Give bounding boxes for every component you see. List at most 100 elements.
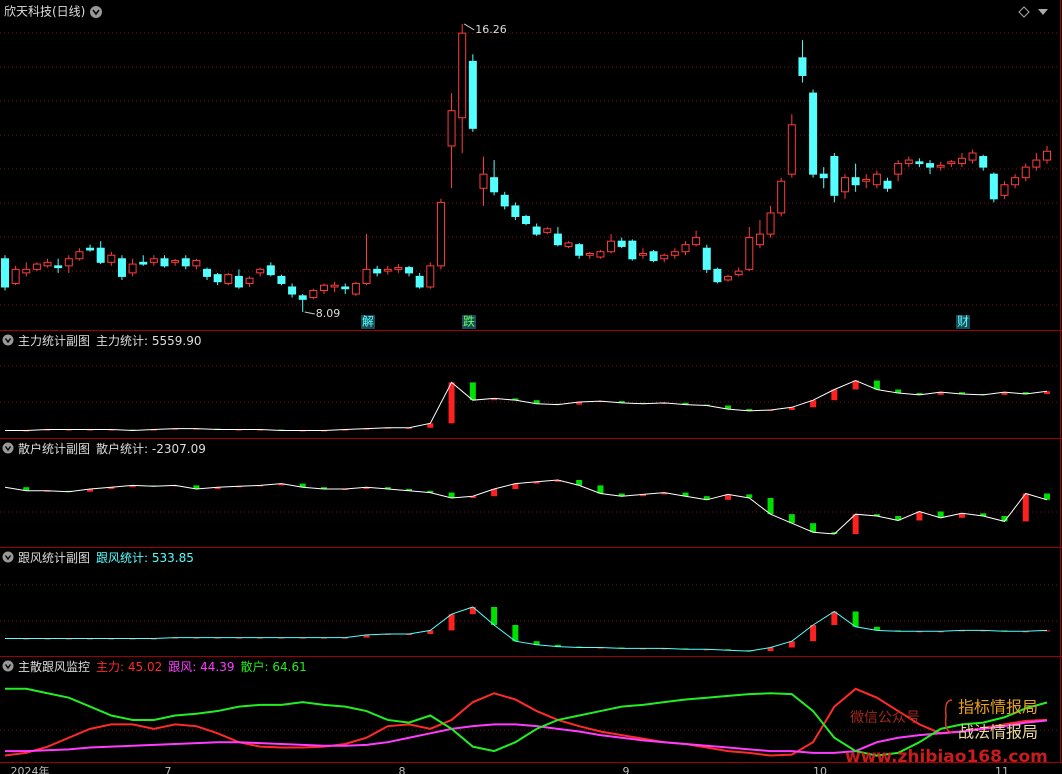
header-part: 跟风统计副图 <box>18 551 90 565</box>
low-annotation: 8.09 <box>316 307 341 320</box>
change-bar <box>767 647 774 652</box>
change-bar <box>852 380 859 390</box>
candle-body <box>681 244 690 253</box>
event-marker: 财 <box>957 315 969 329</box>
header-part: 主力统计 <box>96 334 144 348</box>
candle-body <box>213 274 222 283</box>
series-line <box>5 687 1048 757</box>
candle-body <box>872 173 881 186</box>
candle-body <box>553 233 562 246</box>
line <box>4 479 1048 535</box>
change-bar <box>916 393 923 395</box>
annotation-arrow <box>463 23 475 31</box>
candle-body <box>777 180 786 214</box>
candle-body <box>245 277 254 284</box>
event-marker: 跌 <box>463 314 475 329</box>
candle-body <box>819 173 828 179</box>
candle-body <box>809 92 818 175</box>
header-icon-arrow <box>4 338 12 344</box>
panel-header-text: 主散跟风监控 主力: 45.02 跟风: 44.39 散户: 64.61 <box>18 659 307 674</box>
candle-body <box>989 173 998 200</box>
candle-body <box>564 242 573 247</box>
change-bar <box>193 485 200 489</box>
x-tick-label: 11 <box>995 765 1009 774</box>
candle-body <box>373 268 382 274</box>
change-bar <box>448 492 455 498</box>
plots: 16.26 8.09 解 跌 财 2024年 7 8 9 10 11 主力统计副图 主力统计: 5559… <box>1 23 1051 774</box>
change-bar <box>703 496 710 500</box>
grid <box>0 32 1060 731</box>
change-bar <box>831 532 838 534</box>
change-bar <box>299 483 306 488</box>
candle-body <box>787 124 796 175</box>
candle-body <box>277 275 286 284</box>
panel-header[interactable]: 主散跟风监控 主力: 45.02 跟风: 44.39 散户: 64.61 <box>2 659 307 674</box>
candle-body <box>830 156 839 196</box>
event-marker-bg <box>361 315 375 329</box>
panel-header[interactable]: 主力统计副图 主力统计: 5559.90 <box>2 334 202 348</box>
candle-body <box>458 32 467 119</box>
change-bar <box>129 485 136 488</box>
candle-body <box>341 286 350 290</box>
watermark-text: 指标情报局 <box>958 698 1038 717</box>
x-tick-label: 2024年 <box>11 764 50 774</box>
watermark-text: 战法情报局 <box>958 723 1038 742</box>
change-bar <box>788 514 795 524</box>
window-icons[interactable] <box>1018 6 1048 18</box>
change-bar <box>1001 516 1008 522</box>
change-bar <box>831 611 838 625</box>
watermark-brace <box>944 699 953 733</box>
change-bar <box>491 398 498 401</box>
header-part: : 5559.90 <box>144 334 201 348</box>
change-bar <box>278 483 285 486</box>
candle-body <box>660 254 669 260</box>
candle-body <box>968 152 977 161</box>
line <box>5 380 1048 431</box>
panel-header[interactable]: 散户统计副图 散户统计: -2307.09 <box>2 441 206 456</box>
change-bar <box>958 392 965 394</box>
title-icon[interactable] <box>90 6 102 18</box>
header-part: : 64.61 <box>265 660 307 674</box>
candle-body <box>43 261 52 267</box>
candle-body <box>436 201 445 267</box>
change-bar <box>554 480 561 482</box>
candle-body <box>362 268 371 284</box>
candle-body <box>383 268 392 272</box>
candle-body <box>1 258 9 288</box>
candle-body <box>447 110 456 147</box>
change-bar <box>554 644 561 647</box>
candle-body <box>288 286 297 295</box>
candle-body <box>979 156 988 168</box>
change-bar <box>618 401 625 403</box>
candle-body <box>149 258 158 263</box>
candle-body <box>351 282 360 295</box>
panel-header-text: 散户统计副图 散户统计: -2307.09 <box>18 441 206 456</box>
change-bar <box>469 382 476 401</box>
candle-body <box>1021 166 1030 179</box>
change-bar <box>958 513 965 518</box>
candle-body <box>394 267 403 270</box>
change-bar <box>725 494 732 500</box>
panel-header[interactable]: 跟风统计副图 跟风统计: 533.85 <box>2 551 194 565</box>
change-bar <box>448 382 455 424</box>
header-part: 主散跟风监控 <box>18 659 90 674</box>
change-bar <box>895 516 902 521</box>
candle-body <box>298 295 307 300</box>
change-bar <box>873 514 880 516</box>
candle-body <box>234 275 243 288</box>
series-line <box>5 719 1048 754</box>
candle-body <box>160 258 169 267</box>
header-part: 散户统计副图 <box>18 441 90 456</box>
change-bar <box>491 489 498 497</box>
change-bar <box>512 625 519 642</box>
event-marker-bg <box>956 315 970 329</box>
candle-body <box>522 215 530 225</box>
change-bar <box>873 626 880 631</box>
candle-body <box>479 173 488 189</box>
candle-body <box>692 237 701 246</box>
candle-body <box>181 258 190 267</box>
change-bar <box>682 492 689 497</box>
header-part: : 45.02 <box>120 660 162 674</box>
